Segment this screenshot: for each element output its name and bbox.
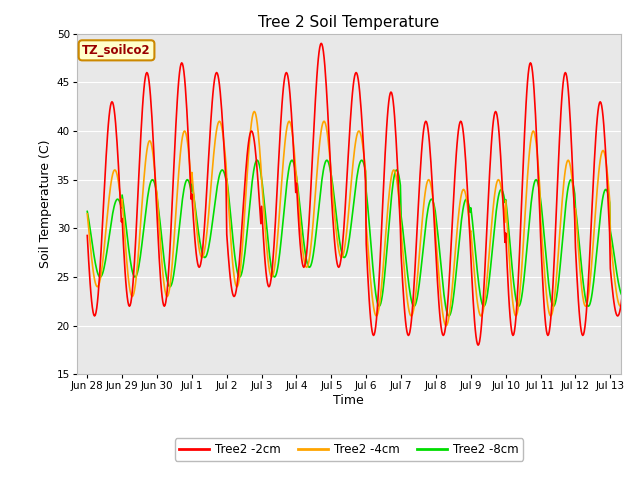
Title: Tree 2 Soil Temperature: Tree 2 Soil Temperature — [258, 15, 440, 30]
Text: TZ_soilco2: TZ_soilco2 — [82, 44, 151, 57]
Legend: Tree2 -2cm, Tree2 -4cm, Tree2 -8cm: Tree2 -2cm, Tree2 -4cm, Tree2 -8cm — [175, 438, 523, 461]
X-axis label: Time: Time — [333, 394, 364, 407]
Y-axis label: Soil Temperature (C): Soil Temperature (C) — [40, 140, 52, 268]
